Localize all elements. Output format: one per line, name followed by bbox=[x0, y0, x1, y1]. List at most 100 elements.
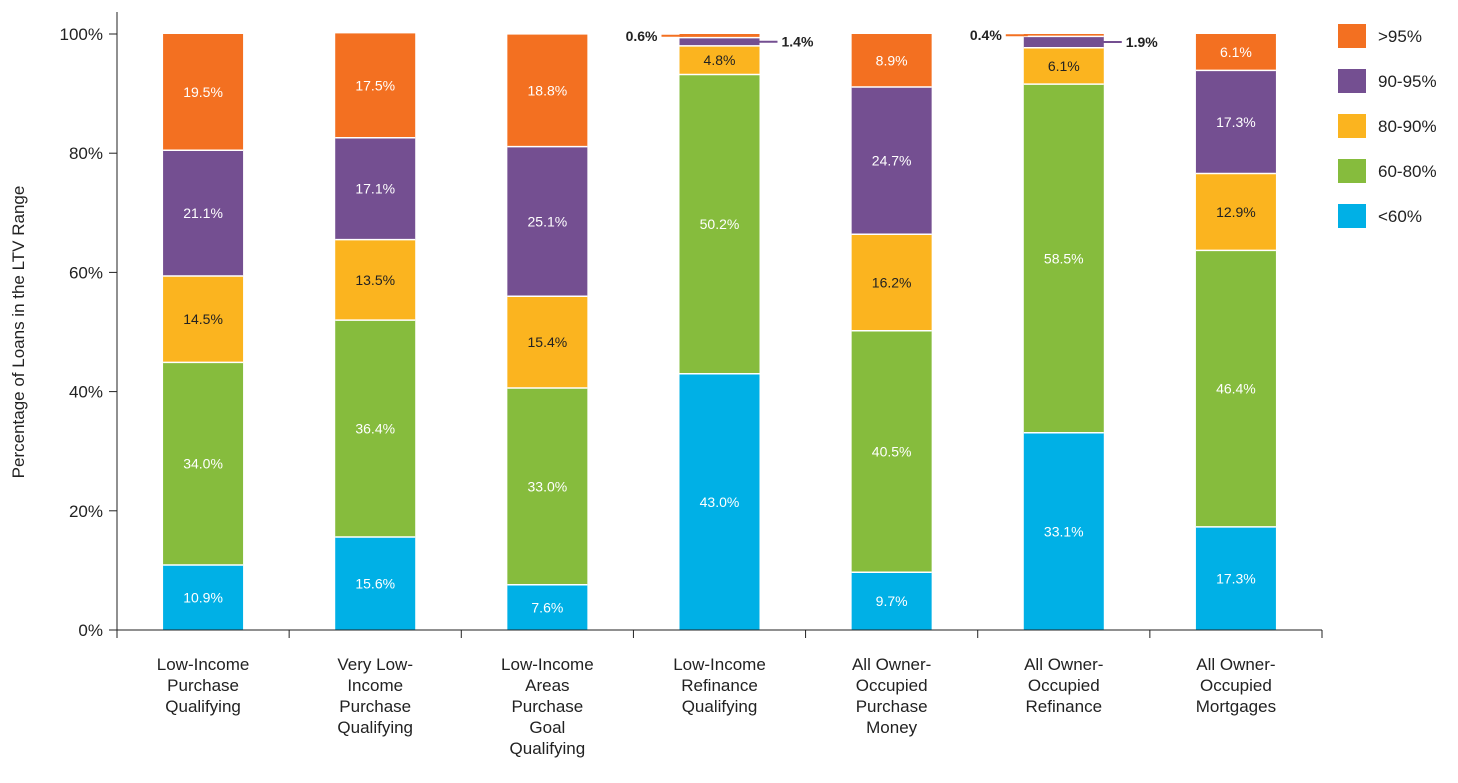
bar-segment bbox=[335, 537, 416, 630]
data-label: 34.0% bbox=[183, 456, 223, 472]
bar-segment bbox=[679, 37, 760, 46]
bar-segment bbox=[507, 34, 588, 147]
data-label: 17.3% bbox=[1216, 114, 1256, 130]
bar-segment bbox=[1195, 526, 1276, 630]
x-tick-label-line: All Owner- bbox=[1024, 655, 1103, 674]
x-tick-label-line: Occupied bbox=[1028, 676, 1100, 695]
callout-label: 0.4% bbox=[970, 27, 1002, 43]
data-label: 19.5% bbox=[183, 84, 223, 100]
legend-label: 80-90% bbox=[1378, 117, 1437, 136]
bar-segment bbox=[1023, 34, 1104, 37]
bar-segment bbox=[851, 87, 932, 235]
bar-segment bbox=[851, 330, 932, 573]
bar-segment bbox=[507, 146, 588, 297]
bar-segment bbox=[1023, 432, 1104, 630]
data-label: 50.2% bbox=[700, 216, 740, 232]
legend-swatch bbox=[1338, 204, 1366, 228]
x-tick-label-line: Purchase bbox=[511, 697, 583, 716]
data-label: 46.4% bbox=[1216, 381, 1256, 397]
data-label: 10.9% bbox=[183, 590, 223, 606]
data-label: 16.2% bbox=[872, 275, 912, 291]
x-tick-label-line: Very Low- bbox=[337, 655, 413, 674]
legend: >95% 90-95% 80-90% 60-80% <60% bbox=[1338, 24, 1437, 228]
bar-segment bbox=[851, 572, 932, 630]
data-label: 25.1% bbox=[528, 213, 568, 229]
data-label: 7.6% bbox=[531, 599, 563, 615]
bar-segment bbox=[679, 45, 760, 75]
data-label: 14.5% bbox=[183, 311, 223, 327]
bar-segment bbox=[1195, 34, 1276, 71]
bar-segment bbox=[163, 565, 244, 630]
x-tick-label-line: Purchase bbox=[856, 697, 928, 716]
x-tick-label: All Owner- Occupied Refinance bbox=[1024, 655, 1103, 716]
legend-label: >95% bbox=[1378, 27, 1422, 46]
legend-swatch bbox=[1338, 69, 1366, 93]
bar-segment bbox=[335, 239, 416, 321]
x-tick-label-line: Qualifying bbox=[337, 718, 413, 737]
bar-segment bbox=[1195, 70, 1276, 174]
data-label: 12.9% bbox=[1216, 204, 1256, 220]
x-tick-label-line: Occupied bbox=[1200, 676, 1272, 695]
data-label: 43.0% bbox=[700, 494, 740, 510]
data-label: 13.5% bbox=[355, 272, 395, 288]
x-tick-label-line: Purchase bbox=[167, 676, 239, 695]
callout-label: 1.4% bbox=[782, 34, 814, 50]
x-tick-label-line: All Owner- bbox=[852, 655, 931, 674]
x-tick-label-line: Low-Income bbox=[157, 655, 250, 674]
x-tick-label-line: Qualifying bbox=[165, 697, 241, 716]
data-label: 15.4% bbox=[528, 334, 568, 350]
x-tick-label-line: Qualifying bbox=[682, 697, 758, 716]
data-label: 17.5% bbox=[355, 78, 395, 94]
bar-segment bbox=[507, 388, 588, 585]
data-label: 40.5% bbox=[872, 443, 912, 459]
legend-label: 60-80% bbox=[1378, 162, 1437, 181]
callout-label: 0.6% bbox=[626, 28, 658, 44]
data-label: 6.1% bbox=[1220, 44, 1252, 60]
data-label: 24.7% bbox=[872, 153, 912, 169]
y-tick-label: 40% bbox=[69, 383, 103, 402]
bar-segment bbox=[507, 584, 588, 630]
bar-segment bbox=[679, 74, 760, 374]
data-label: 33.1% bbox=[1044, 523, 1084, 539]
x-tick-label-line: Goal bbox=[529, 718, 565, 737]
x-tick-label-line: Low-Income bbox=[673, 655, 766, 674]
x-tick-label-line: Refinance bbox=[681, 676, 758, 695]
y-tick-label: 100% bbox=[60, 25, 103, 44]
bar-segment bbox=[335, 137, 416, 240]
bar-segment bbox=[335, 33, 416, 138]
data-label: 18.8% bbox=[528, 83, 568, 99]
bar-segment bbox=[163, 362, 244, 566]
bar-segment bbox=[851, 34, 932, 88]
legend-label: 90-95% bbox=[1378, 72, 1437, 91]
bar-segment bbox=[163, 34, 244, 151]
y-axis-title: Percentage of Loans in the LTV Range bbox=[9, 186, 28, 479]
legend-swatch bbox=[1338, 24, 1366, 48]
bar-segment bbox=[679, 373, 760, 630]
x-tick-label: Low-Income Areas Purchase Goal Qualifying bbox=[501, 655, 594, 758]
y-tick-label: 60% bbox=[69, 263, 103, 282]
x-tick-label: Very Low- Income Purchase Qualifying bbox=[337, 655, 413, 737]
bar-segment bbox=[507, 296, 588, 389]
callout-label: 1.9% bbox=[1126, 34, 1158, 50]
x-tick-label-line: Low-Income bbox=[501, 655, 594, 674]
y-tick-label: 20% bbox=[69, 502, 103, 521]
data-label: 9.7% bbox=[876, 593, 908, 609]
legend-swatch bbox=[1338, 114, 1366, 138]
data-label: 36.4% bbox=[355, 421, 395, 437]
bar-segment bbox=[1023, 36, 1104, 48]
data-label: 15.6% bbox=[355, 576, 395, 592]
bar-segment bbox=[335, 320, 416, 538]
data-label: 17.1% bbox=[355, 181, 395, 197]
bar-segment bbox=[1195, 250, 1276, 527]
x-tick-label-line: Occupied bbox=[856, 676, 928, 695]
bar-segment bbox=[1023, 47, 1104, 85]
legend-label: <60% bbox=[1378, 207, 1422, 226]
x-tick-label-line: Purchase bbox=[339, 697, 411, 716]
x-tick-label: Low-Income Refinance Qualifying bbox=[673, 655, 766, 716]
x-tick-label: All Owner- Occupied Mortgages bbox=[1196, 655, 1276, 716]
x-tick-label-line: Mortgages bbox=[1196, 697, 1276, 716]
x-tick-label: Low-Income Purchase Qualifying bbox=[157, 655, 250, 716]
bar-segment bbox=[1023, 84, 1104, 433]
